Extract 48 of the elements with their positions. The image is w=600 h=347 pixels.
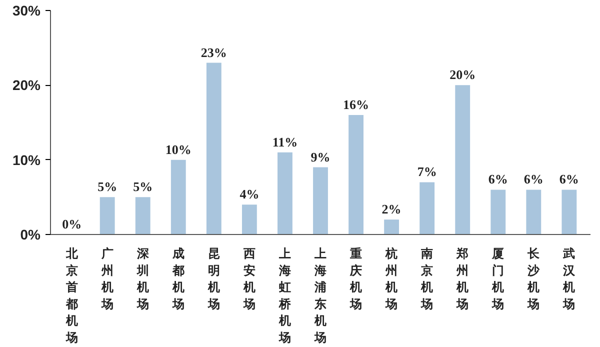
x-tick-label: 昆明机场 [206, 246, 220, 311]
x-tick-label: 广州机场 [100, 246, 114, 311]
data-label: 6% [488, 172, 508, 187]
data-label: 20% [450, 67, 476, 82]
x-tick-label: 长沙机场 [526, 246, 541, 311]
bar [313, 167, 328, 234]
y-tick-label: 10% [12, 152, 42, 168]
data-label: 5% [98, 179, 118, 194]
data-label: 5% [133, 179, 153, 194]
x-tick-label: 北京首都机场 [64, 246, 79, 344]
data-label: 2% [382, 202, 402, 217]
x-tick-label: 南京机场 [420, 246, 434, 311]
x-tick-label: 武汉机场 [562, 246, 576, 311]
data-label: 4% [240, 186, 260, 202]
bar [135, 197, 150, 234]
data-label: 7% [417, 164, 437, 180]
bar [100, 197, 115, 234]
x-tick-label: 重庆机场 [349, 246, 362, 311]
data-label: 9% [310, 149, 330, 164]
bar [420, 182, 435, 234]
y-tick-label: 30% [12, 2, 42, 18]
bar [526, 190, 542, 234]
data-label: 6% [559, 172, 579, 187]
x-tick-label: 成都机场 [171, 246, 184, 311]
data-label: 16% [343, 97, 370, 112]
bar [455, 85, 470, 234]
data-label: 0% [62, 216, 82, 232]
bar [170, 160, 186, 234]
bar [348, 115, 364, 234]
data-label: 11% [272, 134, 298, 150]
bar [562, 190, 577, 234]
bar [278, 152, 292, 234]
x-tick-label: 郑州机场 [456, 246, 469, 311]
x-tick-label: 厦门机场 [491, 246, 504, 311]
x-tick-label: 西安机场 [242, 246, 256, 311]
y-tick-label: 0% [20, 226, 42, 242]
data-label: 23% [200, 44, 227, 60]
bar [242, 204, 257, 234]
data-label: 6% [524, 172, 544, 187]
data-label: 10% [165, 142, 192, 157]
x-tick-label: 深圳机场 [136, 246, 150, 311]
bar [206, 62, 222, 234]
x-tick-label: 上海浦东机场 [314, 246, 326, 344]
y-tick-label: 20% [12, 77, 42, 94]
bar [490, 190, 506, 234]
x-tick-label: 上海虹桥机场 [278, 246, 292, 344]
x-tick-label: 杭州机场 [384, 246, 398, 311]
bar [384, 220, 400, 234]
